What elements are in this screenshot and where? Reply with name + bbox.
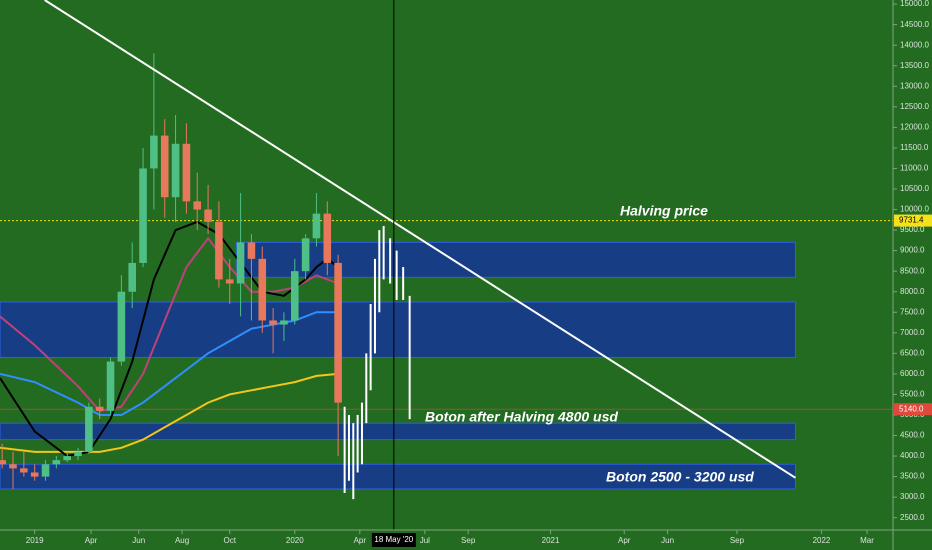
candle-body (215, 221, 223, 280)
candle-body (139, 168, 147, 263)
candle-body (95, 406, 104, 411)
y-tick-label: 5500.0 (900, 390, 925, 399)
y-tick-label: 13000.0 (900, 81, 929, 90)
y-tick-label: 9500.0 (900, 225, 925, 234)
candle-body (193, 201, 202, 210)
y-tick-label: 4500.0 (900, 431, 925, 440)
candle-body (30, 472, 39, 477)
x-tick-label: 2022 (813, 536, 831, 545)
x-tick-label: Jul (420, 536, 430, 545)
x-tick-label: 2020 (286, 536, 304, 545)
y-tick-label: 13500.0 (900, 61, 929, 70)
candle-body (117, 291, 126, 362)
y-tick-label: 8500.0 (900, 266, 925, 275)
candle-body (258, 258, 267, 321)
candle-body (20, 468, 28, 473)
y-tick-label: 12500.0 (900, 102, 929, 111)
candle-body (0, 460, 6, 465)
x-tick-label: Sep (730, 536, 745, 545)
candle-body (63, 456, 71, 461)
candle-body (290, 271, 299, 321)
candle-body (171, 143, 180, 198)
price-tag-box (894, 403, 932, 416)
y-tick-label: 8000.0 (900, 287, 925, 296)
candle-body (52, 460, 61, 465)
candles (0, 53, 411, 500)
candle-body (9, 464, 17, 469)
y-tick-label: 6500.0 (900, 348, 925, 357)
y-tick-label: 3000.0 (900, 492, 925, 501)
y-tick-label: 11000.0 (900, 164, 929, 173)
candle-body (236, 242, 245, 284)
axes: 2500.03000.03500.04000.04500.05000.05500… (26, 0, 932, 547)
candle-body (269, 320, 277, 325)
zone (0, 301, 796, 358)
y-tick-label: 14000.0 (900, 40, 929, 49)
y-tick-label: 2500.0 (900, 513, 925, 522)
candle-body (106, 361, 115, 411)
y-tick-label: 14500.0 (900, 20, 929, 29)
zones (0, 241, 796, 490)
zone (0, 422, 796, 441)
candle-body (334, 262, 342, 403)
candle-body (41, 464, 50, 477)
y-tick-label: 11500.0 (900, 143, 929, 152)
candle-body (74, 451, 82, 457)
crosshair-label-box (371, 533, 416, 547)
candle-body (312, 213, 321, 239)
y-tick-label: 10500.0 (900, 184, 929, 193)
x-tick-label: Apr (85, 536, 98, 545)
candle-body (182, 143, 191, 202)
candle-body (150, 135, 158, 169)
y-tick-label: 15000.0 (900, 0, 929, 8)
price-tag: 5140.0 (899, 404, 924, 413)
trendline (44, 0, 797, 479)
y-tick-label: 6000.0 (900, 369, 925, 378)
x-tick-label: Apr (354, 536, 367, 545)
candle-body (323, 213, 332, 263)
x-tick-label: Aug (175, 536, 189, 545)
candle-body (160, 135, 169, 198)
y-tick-label: 4000.0 (900, 451, 925, 460)
moving-average (0, 236, 339, 412)
zone (235, 241, 796, 278)
candle-body (204, 209, 212, 222)
x-tick-label: Jun (661, 536, 674, 545)
candle-body (225, 279, 234, 284)
candle-body (301, 238, 310, 272)
candle-body (128, 262, 137, 292)
crosshair-label: 18 May '20 (374, 535, 413, 544)
annotation: Boton after Halving 4800 usd (425, 409, 618, 425)
price-tag: 9731.4 (899, 216, 924, 225)
annotation: Boton 2500 - 3200 usd (606, 469, 754, 485)
x-tick-label: 2019 (26, 536, 44, 545)
zone (0, 463, 796, 490)
x-tick-label: Apr (618, 536, 631, 545)
annotation: Halving price (620, 203, 708, 219)
y-tick-label: 7000.0 (900, 328, 925, 337)
price-tag-box (894, 214, 932, 227)
x-tick-label: Sep (461, 536, 476, 545)
candle-body (85, 406, 93, 452)
y-tick-label: 3500.0 (900, 472, 925, 481)
y-tick-label: 7500.0 (900, 307, 925, 316)
candle-body (280, 320, 288, 325)
y-tick-label: 9000.0 (900, 246, 925, 255)
x-tick-label: Mar (860, 536, 874, 545)
x-tick-label: Jun (132, 536, 145, 545)
candle-body (247, 242, 256, 259)
overlay (44, 0, 797, 530)
y-tick-label: 10000.0 (900, 205, 929, 214)
x-tick-label: Oct (224, 536, 237, 545)
x-tick-label: 2021 (542, 536, 560, 545)
y-tick-label: 12000.0 (900, 122, 929, 131)
